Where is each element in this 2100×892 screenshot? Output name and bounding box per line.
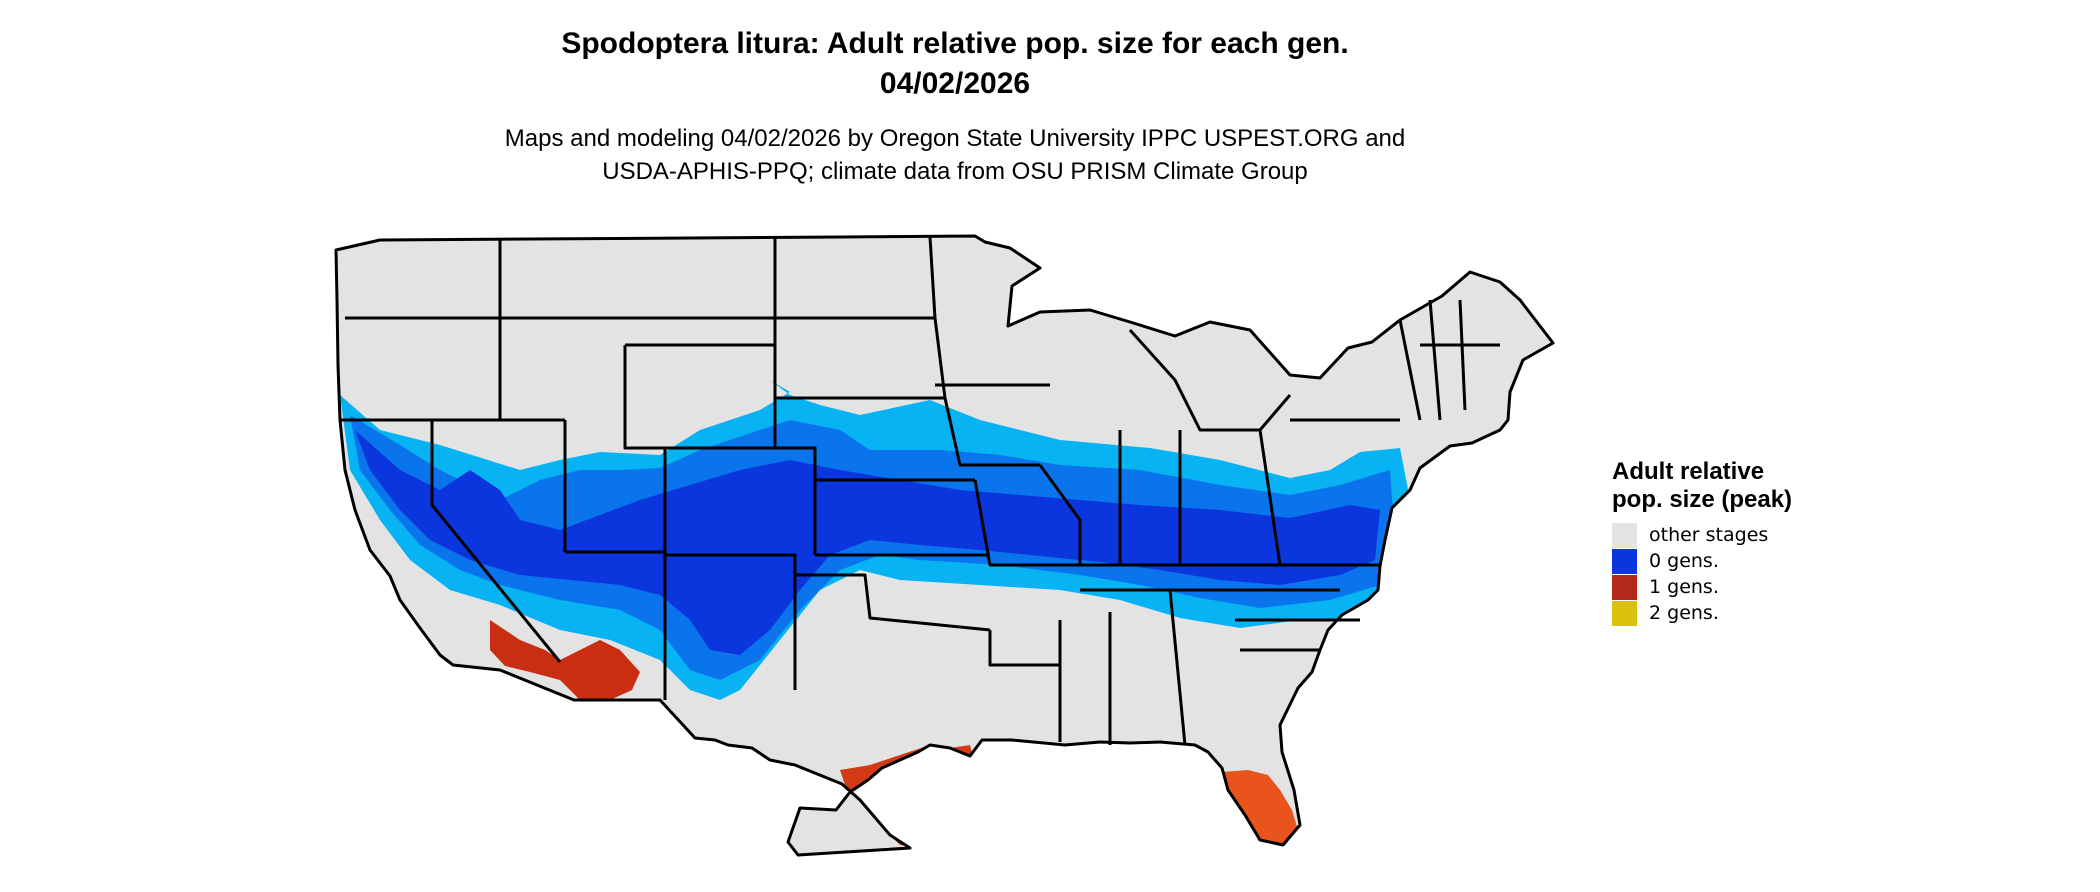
state-borders bbox=[334, 234, 1555, 857]
legend-label: 0 gens. bbox=[1649, 550, 1719, 572]
map-title: Spodoptera litura: Adult relative pop. s… bbox=[561, 27, 1349, 60]
legend-swatch-1-gens bbox=[1612, 574, 1637, 600]
legend-item-2-gens: 2 gens. bbox=[1612, 600, 1802, 626]
legend: Adult relative pop. size (peak) other st… bbox=[1612, 458, 1802, 626]
legend-item-0-gens: 0 gens. bbox=[1612, 548, 1802, 574]
legend-label: other stages bbox=[1649, 524, 1769, 546]
legend-swatch-2-gens bbox=[1612, 600, 1637, 626]
zone-1gen-florida bbox=[1222, 770, 1298, 845]
map-subtitle-line1: Maps and modeling 04/02/2026 by Oregon S… bbox=[504, 125, 1406, 152]
zone-0gens-mid bbox=[350, 415, 1395, 680]
legend-label: 1 gens. bbox=[1649, 576, 1719, 598]
map-subtitle-line2: USDA-APHIS-PPQ; climate data from OSU PR… bbox=[602, 158, 1308, 185]
legend-swatch-other-stages bbox=[1612, 522, 1637, 548]
legend-item-1-gens: 1 gens. bbox=[1612, 574, 1802, 600]
legend-title: Adult relative pop. size (peak) bbox=[1612, 458, 1793, 513]
legend-label: 2 gens. bbox=[1649, 602, 1719, 624]
map-date: 04/02/2026 bbox=[879, 67, 1031, 100]
legend-swatch-0-gens bbox=[1612, 548, 1637, 574]
legend-item-other-stages: other stages bbox=[1612, 522, 1802, 548]
zone-1gen-southwest bbox=[490, 620, 640, 700]
zone-0gens-dark bbox=[355, 430, 1380, 655]
